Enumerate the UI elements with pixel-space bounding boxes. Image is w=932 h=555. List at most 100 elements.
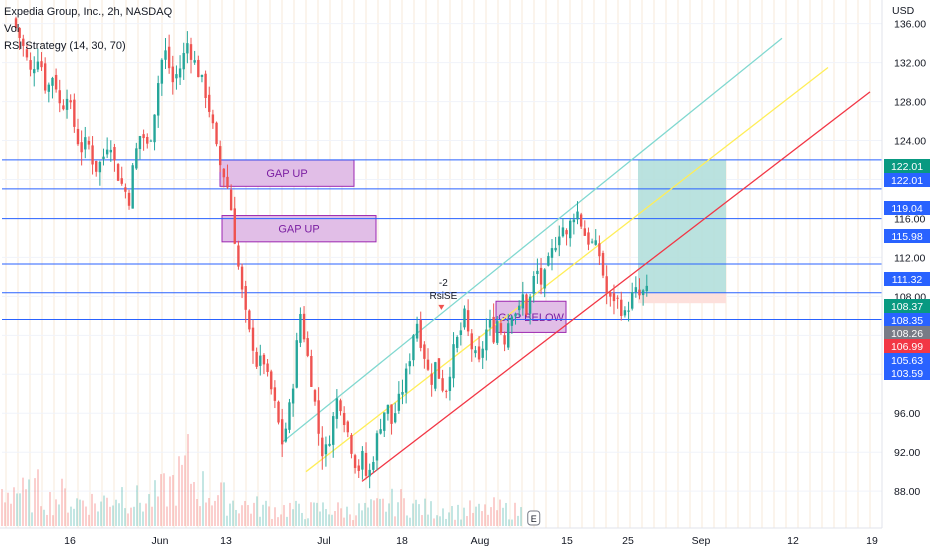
volume-bar: [349, 514, 351, 526]
candle-body: [84, 137, 87, 150]
candle-body: [313, 390, 317, 402]
candle-body: [54, 74, 58, 90]
volume-bar: [64, 488, 66, 526]
candle-body: [65, 98, 69, 110]
volume-bar: [145, 503, 147, 526]
candle-body: [386, 404, 390, 414]
volume-bar: [331, 514, 333, 526]
candle-body: [317, 400, 320, 434]
volume-bar: [118, 503, 120, 526]
volume-bar: [262, 504, 264, 526]
volume-bar: [289, 502, 291, 526]
volume-bar: [205, 502, 207, 526]
signal-count-label: -2: [439, 278, 448, 289]
signal-arrow-icon: [438, 304, 445, 310]
volume-bar: [367, 507, 369, 526]
strategy-indicator-label[interactable]: RSI Strategy (14, 30, 70): [4, 40, 126, 52]
candle-body: [470, 333, 473, 350]
candle-body: [426, 359, 430, 370]
symbol-title[interactable]: Expedia Group, Inc., 2h, NASDAQ: [4, 6, 173, 18]
x-tick-label: 25: [622, 535, 634, 547]
volume-bar: [55, 499, 57, 526]
channel-mid-line: [305, 66, 829, 473]
volume-bar: [409, 517, 411, 526]
y-tick-label: 92.00: [894, 447, 920, 459]
volume-bar: [82, 500, 84, 526]
candle-body: [510, 316, 514, 326]
volume-bar: [511, 519, 513, 526]
candle-body: [430, 373, 433, 385]
volume-bar: [319, 511, 321, 526]
volume-bar: [490, 507, 492, 526]
volume-bar: [184, 455, 186, 526]
price-axis-panel[interactable]: [882, 0, 932, 528]
candle-body: [353, 455, 357, 468]
price-badge: [884, 201, 930, 215]
volume-bar: [448, 512, 450, 526]
candle-body: [280, 419, 284, 445]
candle-body: [157, 83, 160, 116]
candle-body: [306, 338, 309, 356]
candle-body: [321, 437, 324, 457]
volume-bar: [28, 479, 30, 526]
volume-bar: [334, 511, 336, 526]
candle-body: [474, 350, 477, 354]
x-tick-label: 16: [64, 535, 76, 547]
volume-bar: [112, 505, 114, 526]
volume-bar: [499, 499, 501, 526]
volume-bar: [424, 498, 426, 526]
volume-bar: [43, 509, 45, 526]
volume-bar: [25, 489, 27, 526]
volume-indicator-label[interactable]: Vol: [4, 23, 20, 35]
candle-body: [328, 443, 331, 446]
volume-bar: [115, 499, 117, 526]
levels-layer: [2, 159, 882, 320]
volume-bar: [244, 500, 246, 526]
volume-bar: [79, 499, 81, 526]
y-tick-label: 132.00: [894, 58, 926, 70]
y-tick-label: 112.00: [894, 252, 925, 264]
candle-body: [262, 354, 266, 365]
volume-bar: [427, 514, 429, 526]
volume-bar: [223, 482, 225, 526]
volume-bar: [478, 503, 480, 526]
volume-bar: [7, 492, 9, 526]
volume-bar: [439, 516, 441, 526]
candle-body: [616, 297, 619, 299]
price-badge-label: 119.04: [891, 203, 922, 215]
volume-bar: [496, 510, 498, 526]
candle-body: [288, 402, 291, 430]
candle-body: [408, 361, 411, 367]
volume-bar: [169, 476, 171, 526]
volume-bar: [241, 505, 243, 526]
volume-bar: [106, 497, 108, 526]
candle-body: [612, 293, 616, 302]
volume-bar: [52, 515, 54, 526]
candle-body: [58, 90, 61, 104]
time-axis-panel[interactable]: [0, 528, 882, 550]
volume-bar: [22, 477, 24, 526]
volume-bar: [154, 480, 156, 526]
volume-bar: [124, 508, 126, 526]
volume-bar: [304, 519, 306, 526]
candle-body: [488, 319, 492, 328]
volume-bar: [208, 498, 210, 526]
volume-bar: [148, 494, 150, 526]
candle-body: [33, 69, 36, 74]
candle-body: [394, 413, 397, 423]
candle-body: [197, 59, 200, 78]
volume-bar: [376, 498, 378, 526]
candle-body: [477, 346, 481, 360]
volume-bar: [109, 506, 111, 526]
price-badge: [884, 313, 930, 327]
price-badge: [884, 159, 930, 173]
candle-body: [372, 461, 375, 470]
candle-body: [208, 94, 211, 112]
candle-body: [98, 161, 102, 173]
volume-bar: [247, 505, 249, 526]
candle-body: [273, 387, 277, 401]
candle-body: [105, 149, 109, 155]
volume-bar: [130, 507, 132, 526]
